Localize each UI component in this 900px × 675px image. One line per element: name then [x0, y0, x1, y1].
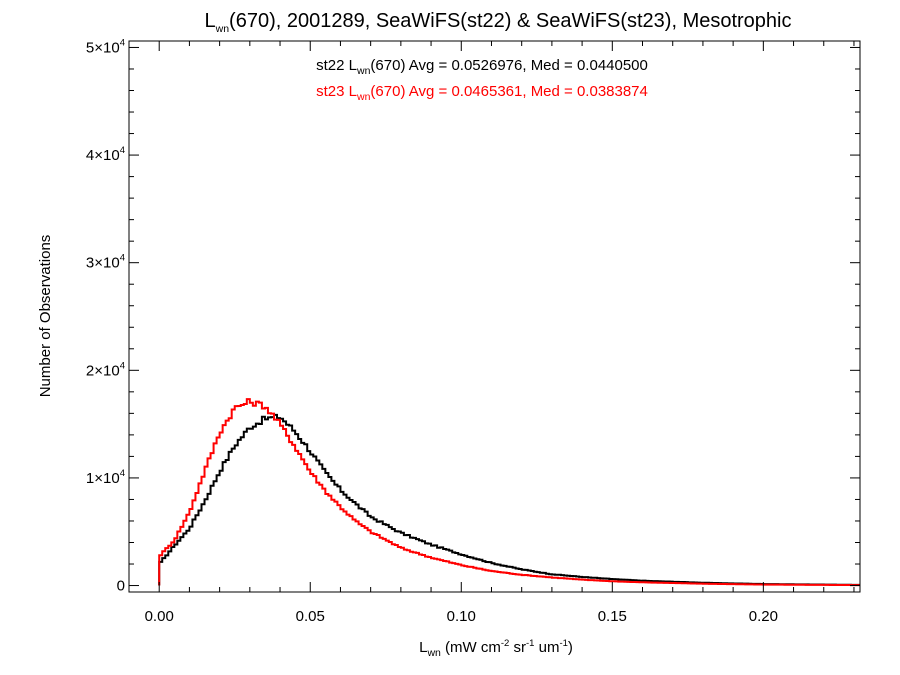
y-tick-mantissa: 4×10: [86, 147, 120, 164]
annotation-st22-pre: st22 L: [316, 57, 357, 74]
x-axis-label-part3: um: [534, 639, 559, 656]
y-tick-exponent: 4: [120, 253, 125, 264]
x-tick-label: 0.05: [296, 608, 325, 625]
y-tick-mantissa: 1×10: [86, 470, 120, 487]
annotation-st22-post: (670) Avg = 0.0526976, Med = 0.0440500: [370, 57, 647, 74]
y-tick-label: 0: [117, 578, 125, 595]
x-axis-label-part2: sr: [509, 639, 526, 656]
annotation-st22: st22 Lwn(670) Avg = 0.0526976, Med = 0.0…: [316, 57, 648, 77]
chart-title: Lwn(670), 2001289, SeaWiFS(st22) & SeaWi…: [204, 10, 791, 35]
x-axis-label: Lwn (mW cm-2 sr-1 um-1): [419, 638, 573, 659]
y-tick-label: 2×104: [86, 360, 125, 379]
x-axis-label-sub: wn: [426, 647, 441, 659]
annotation-st22-sub: wn: [356, 65, 371, 77]
annotation-st23-post: (670) Avg = 0.0465361, Med = 0.0383874: [370, 83, 647, 100]
x-axis-label-sup2: -1: [526, 638, 534, 649]
x-axis-label-part1: (mW cm: [441, 639, 501, 656]
series-st23-line: [158, 398, 860, 587]
y-axis-label: Number of Observations: [37, 235, 54, 398]
y-tick-label: 3×104: [86, 253, 125, 272]
y-tick-exponent: 4: [120, 37, 125, 48]
series-st22-line: [158, 413, 860, 586]
y-tick-label: 5×104: [86, 37, 125, 56]
chart-title-sub: wn: [215, 23, 230, 35]
annotation-st23: st23 Lwn(670) Avg = 0.0465361, Med = 0.0…: [316, 83, 648, 103]
x-axis-label-sup3: -1: [559, 638, 567, 649]
chart-title-main: L: [204, 10, 215, 32]
annotation-st23-sub: wn: [356, 91, 371, 103]
y-tick-exponent: 4: [120, 468, 125, 479]
annotation-st23-pre: st23 L: [316, 83, 357, 100]
y-tick-mantissa: 5×10: [86, 39, 120, 56]
y-tick-mantissa: 3×10: [86, 255, 120, 272]
x-axis-label-main: L: [419, 639, 427, 656]
x-tick-label: 0.00: [145, 608, 174, 625]
x-axis-label-sup1: -2: [501, 638, 509, 649]
y-tick-label: 4×104: [86, 145, 125, 164]
plot-frame: [128, 40, 861, 593]
x-tick-label: 0.20: [749, 608, 778, 625]
y-tick-label: 1×104: [86, 468, 125, 487]
x-tick-label: 0.10: [447, 608, 476, 625]
x-axis-label-part4: ): [568, 639, 573, 656]
y-tick-exponent: 4: [120, 360, 125, 371]
y-tick-mantissa: 0: [117, 578, 125, 595]
plot-layer: 0.00 0.05 0.10 0.15 0.2001×1042×1043×1044×10…: [86, 37, 861, 625]
y-tick-mantissa: 2×10: [86, 362, 120, 379]
y-tick-exponent: 4: [120, 145, 125, 156]
chart-title-rest: (670), 2001289, SeaWiFS(st22) & SeaWiFS(…: [229, 10, 791, 32]
x-tick-label: 0.15: [598, 608, 627, 625]
